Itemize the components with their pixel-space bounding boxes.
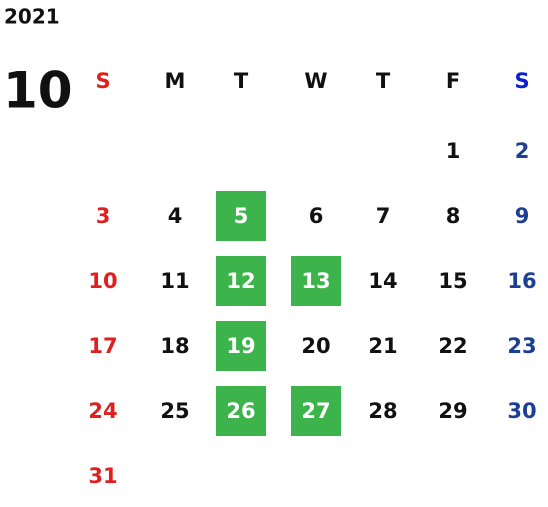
highlight-box <box>216 321 266 371</box>
day-number: 4 <box>168 204 183 228</box>
day-number: 15 <box>438 269 467 293</box>
day-number: 18 <box>160 334 189 358</box>
day-number: 17 <box>88 334 117 358</box>
day-number: 5 <box>234 204 249 228</box>
day-number: 22 <box>438 334 467 358</box>
day-number: 31 <box>88 464 117 488</box>
weekday-header: F <box>446 69 460 93</box>
highlight-box <box>216 191 266 241</box>
day-number: 20 <box>301 334 330 358</box>
day-number: 14 <box>368 269 397 293</box>
day-number: 29 <box>438 399 467 423</box>
weekday-header: M <box>165 69 186 93</box>
highlight-box <box>291 256 341 306</box>
day-number: 28 <box>368 399 397 423</box>
month: 10 <box>3 62 73 120</box>
day-number: 16 <box>507 269 536 293</box>
day-number: 2 <box>515 139 530 163</box>
day-number: 24 <box>88 399 117 423</box>
day-number: 10 <box>88 269 117 293</box>
day-number: 3 <box>96 204 111 228</box>
highlight-box <box>216 386 266 436</box>
day-number: 1 <box>446 139 461 163</box>
weekday-header: T <box>234 69 249 93</box>
day-number: 8 <box>446 204 461 228</box>
day-number: 12 <box>226 269 255 293</box>
day-number: 6 <box>309 204 324 228</box>
day-number: 26 <box>226 399 255 423</box>
day-number: 25 <box>160 399 189 423</box>
highlight-box <box>216 256 266 306</box>
day-number: 27 <box>301 399 330 423</box>
weekday-header: T <box>376 69 391 93</box>
day-number: 9 <box>515 204 530 228</box>
day-number: 19 <box>226 334 255 358</box>
day-number: 11 <box>160 269 189 293</box>
weekday-header: W <box>304 69 327 93</box>
day-number: 30 <box>507 399 536 423</box>
day-number: 13 <box>301 269 330 293</box>
year: 2021 <box>4 5 60 29</box>
day-number: 7 <box>376 204 391 228</box>
highlight-box <box>291 386 341 436</box>
weekday-header: S <box>95 69 110 93</box>
day-number: 21 <box>368 334 397 358</box>
weekday-header: S <box>514 69 529 93</box>
day-number: 23 <box>507 334 536 358</box>
